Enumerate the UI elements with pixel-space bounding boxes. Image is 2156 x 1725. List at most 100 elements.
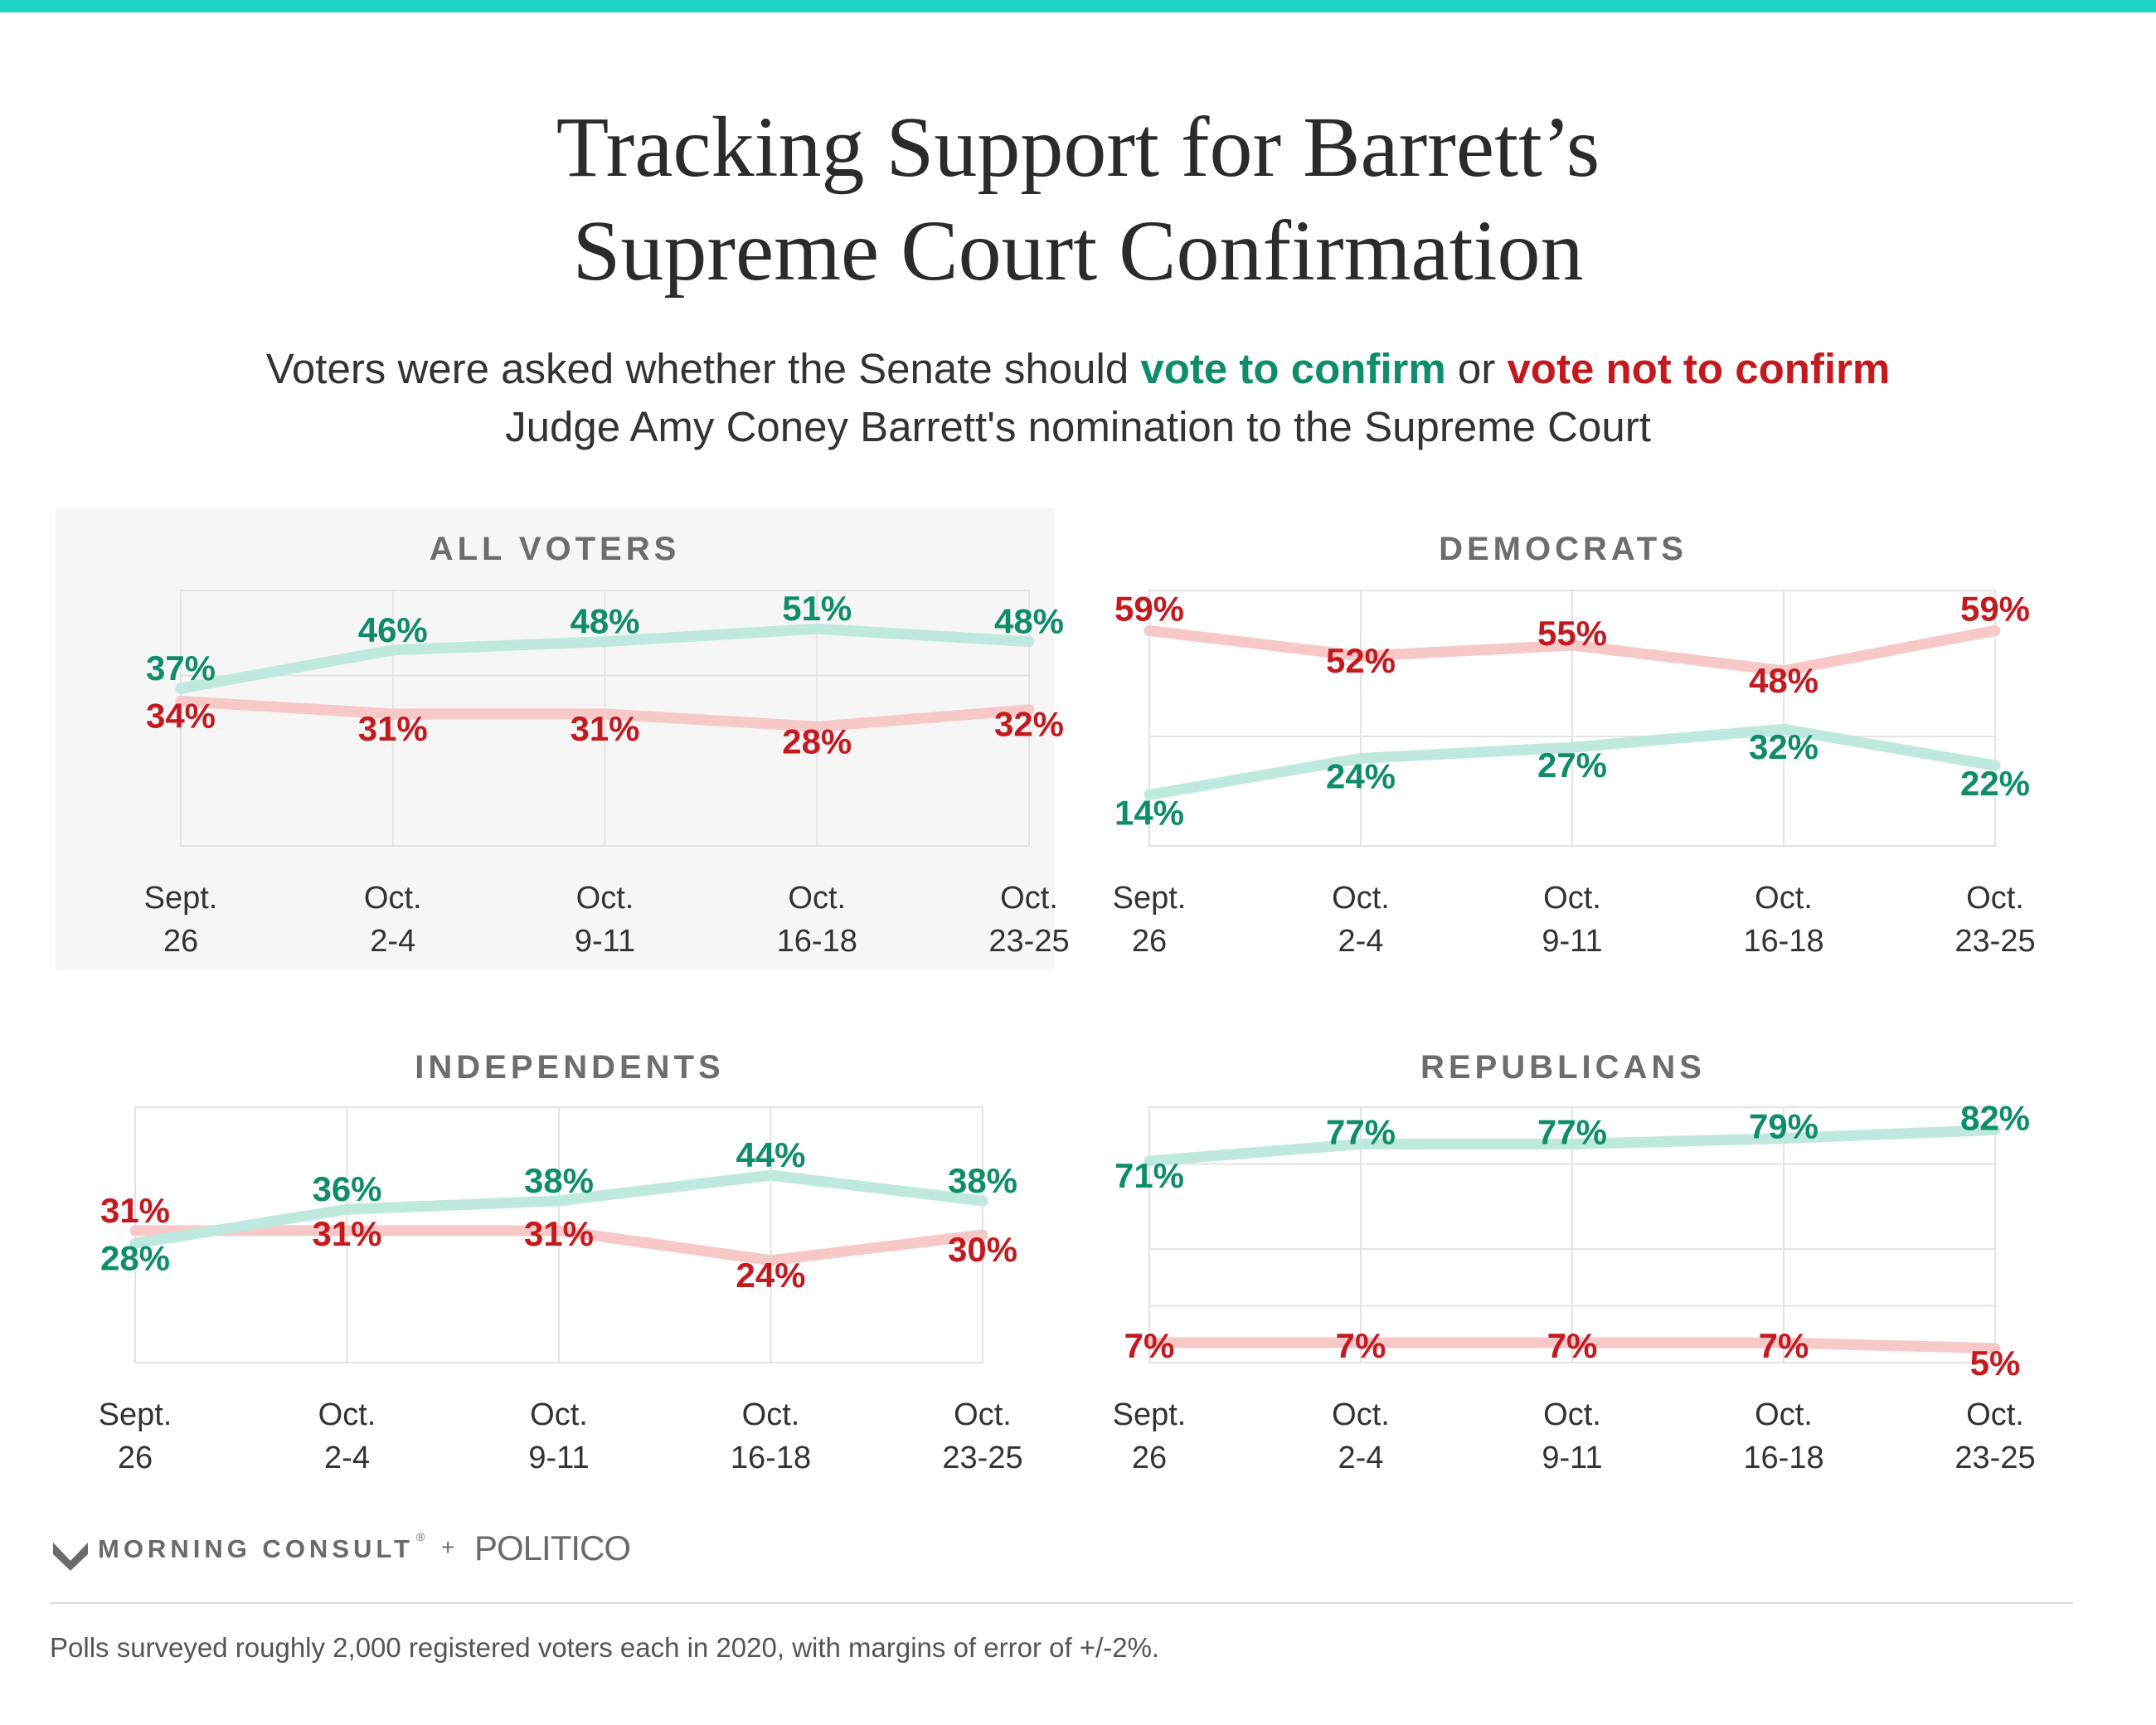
data-label-confirm: 22% bbox=[1960, 764, 2030, 803]
x-tick-label: 9-11 bbox=[528, 1441, 589, 1475]
data-label-confirm: 14% bbox=[1114, 793, 1184, 832]
x-tick-label: Oct. bbox=[318, 1397, 376, 1432]
series-line-not-confirm bbox=[175, 695, 1035, 732]
series-line-not-confirm bbox=[1144, 624, 2001, 677]
data-label-not-confirm: 48% bbox=[1749, 661, 1819, 700]
x-tick-label: 26 bbox=[1132, 924, 1167, 959]
data-label-not-confirm: 28% bbox=[782, 722, 852, 760]
x-tick-label: 16-18 bbox=[1743, 1441, 1823, 1475]
plot-frame bbox=[1148, 590, 1996, 847]
data-label-confirm: 48% bbox=[570, 602, 639, 641]
panel-title-all-voters: ALL VOTERS bbox=[429, 531, 681, 567]
plot-frame bbox=[1148, 1106, 1996, 1363]
series-line-confirm bbox=[1144, 1124, 2001, 1167]
data-label-not-confirm: 7% bbox=[1759, 1326, 1809, 1365]
x-tick-label: 26 bbox=[163, 924, 198, 959]
series-line-not-confirm bbox=[1144, 1337, 2001, 1354]
data-label-confirm: 38% bbox=[948, 1161, 1017, 1200]
data-label-not-confirm: 32% bbox=[994, 705, 1064, 744]
subtitle-confirm-highlight: vote to confirm bbox=[1140, 345, 1446, 392]
all-voters-panel-background bbox=[56, 508, 1054, 970]
data-label-confirm: 44% bbox=[736, 1135, 805, 1174]
x-tick-label: Oct. bbox=[576, 881, 634, 916]
x-tick-label: Oct. bbox=[1966, 1397, 2024, 1432]
x-tick-label: 23-25 bbox=[942, 1441, 1022, 1475]
footer-divider bbox=[50, 1602, 2073, 1604]
data-label-not-confirm: 52% bbox=[1326, 641, 1396, 680]
x-tick-label: Oct. bbox=[1543, 881, 1601, 916]
x-tick-label: Oct. bbox=[1000, 881, 1058, 916]
title-line-2: Supreme Court Confirmation bbox=[572, 203, 1584, 299]
data-label-confirm: 77% bbox=[1326, 1112, 1396, 1151]
data-label-confirm: 46% bbox=[358, 610, 428, 649]
x-tick-label: Oct. bbox=[1332, 1397, 1390, 1432]
x-tick-label: Sept. bbox=[1113, 1397, 1187, 1432]
data-label-confirm: 24% bbox=[1326, 756, 1396, 795]
data-label-confirm: 77% bbox=[1537, 1112, 1607, 1151]
chart-subtitle: Voters were asked whether the Senate sho… bbox=[249, 340, 1907, 456]
x-tick-label: Oct. bbox=[1966, 881, 2024, 916]
x-tick-label: 26 bbox=[118, 1441, 153, 1475]
panel-title-democrats: DEMOCRATS bbox=[1439, 531, 1687, 567]
data-label-confirm: 28% bbox=[100, 1238, 170, 1277]
panel-title-republicans: REPUBLICANS bbox=[1420, 1049, 1706, 1086]
x-tick-label: 26 bbox=[1132, 1441, 1167, 1475]
data-label-not-confirm: 24% bbox=[736, 1256, 805, 1295]
x-tick-label: 2-4 bbox=[324, 1441, 370, 1475]
data-label-not-confirm: 7% bbox=[1336, 1326, 1386, 1365]
logo-plus: + bbox=[441, 1534, 455, 1560]
plot-frame bbox=[180, 590, 1030, 847]
data-label-confirm: 48% bbox=[994, 602, 1064, 641]
x-tick-label: 16-18 bbox=[777, 924, 857, 959]
x-tick-label: Oct. bbox=[364, 881, 422, 916]
series-line-confirm bbox=[129, 1169, 988, 1249]
footnote: Polls surveyed roughly 2,000 registered … bbox=[50, 1632, 1160, 1663]
data-label-not-confirm: 31% bbox=[358, 709, 428, 748]
x-tick-label: 2-4 bbox=[1338, 1441, 1384, 1475]
panel-title-independents: INDEPENDENTS bbox=[415, 1049, 725, 1086]
x-tick-label: Oct. bbox=[1543, 1397, 1601, 1432]
data-label-not-confirm: 31% bbox=[570, 709, 639, 748]
x-tick-label: 23-25 bbox=[1954, 1441, 2035, 1475]
line-chart-democrats: 59% 52% 55% 48% 59% 14% 24% 27% 32% 22% Sept. 26 Oct… bbox=[1113, 589, 2036, 959]
data-label-not-confirm: 7% bbox=[1547, 1326, 1598, 1365]
x-tick-label: Oct. bbox=[742, 1397, 800, 1432]
data-label-confirm: 27% bbox=[1537, 746, 1607, 785]
x-tick-label: 9-11 bbox=[575, 924, 635, 959]
x-tick-label: 2-4 bbox=[370, 924, 415, 959]
data-label-not-confirm: 30% bbox=[948, 1230, 1017, 1269]
data-label-confirm: 32% bbox=[1749, 727, 1819, 766]
data-label-not-confirm: 34% bbox=[146, 696, 216, 735]
x-tick-label: Oct. bbox=[1332, 881, 1390, 916]
line-chart-all-voters: 34% 31% 31% 28% 32% 37% 46% 48% 51% 48% Sept. 26 Oct… bbox=[144, 589, 1070, 959]
x-tick-label: 23-25 bbox=[1954, 924, 2035, 959]
data-label-confirm: 71% bbox=[1114, 1156, 1184, 1195]
data-label-not-confirm: 5% bbox=[1970, 1344, 2021, 1382]
politico-wordmark: POLITICO bbox=[474, 1528, 631, 1567]
chart-title: Tracking Support for Barrett’s Supreme C… bbox=[0, 95, 2156, 303]
data-label-confirm: 37% bbox=[146, 649, 216, 688]
x-tick-label: 16-18 bbox=[731, 1441, 811, 1475]
top-accent-bar bbox=[0, 0, 2156, 12]
subtitle-not-confirm-highlight: vote not to confirm bbox=[1507, 345, 1891, 392]
trademark-mark: ® bbox=[416, 1530, 425, 1543]
title-line-1: Tracking Support for Barrett’s bbox=[556, 100, 1600, 195]
data-label-not-confirm: 55% bbox=[1537, 614, 1607, 653]
x-tick-label: Sept. bbox=[1113, 881, 1187, 916]
subtitle-text-3: Judge Amy Coney Barrett's nomination to … bbox=[505, 403, 1651, 450]
x-tick-label: Sept. bbox=[99, 1397, 172, 1432]
data-label-confirm: 36% bbox=[312, 1169, 381, 1208]
line-chart-independents: 31% 31% 31% 24% 30% 28% 36% 38% 44% 38% Sept. 26 Oct… bbox=[99, 1106, 1023, 1475]
data-label-confirm: 79% bbox=[1749, 1107, 1819, 1146]
morning-consult-wordmark: MORNING CONSULT bbox=[98, 1534, 414, 1563]
x-tick-label: 9-11 bbox=[1542, 1441, 1602, 1475]
series-line-confirm bbox=[175, 623, 1035, 694]
morning-consult-logo-icon bbox=[53, 1543, 88, 1571]
x-tick-label: 2-4 bbox=[1338, 924, 1384, 959]
subtitle-text-2: or bbox=[1445, 345, 1508, 392]
data-label-confirm: 82% bbox=[1960, 1098, 2030, 1137]
data-label-not-confirm: 59% bbox=[1960, 589, 2030, 628]
data-label-not-confirm: 59% bbox=[1114, 589, 1184, 628]
x-tick-label: 23-25 bbox=[988, 924, 1069, 959]
data-label-confirm: 51% bbox=[782, 589, 852, 628]
